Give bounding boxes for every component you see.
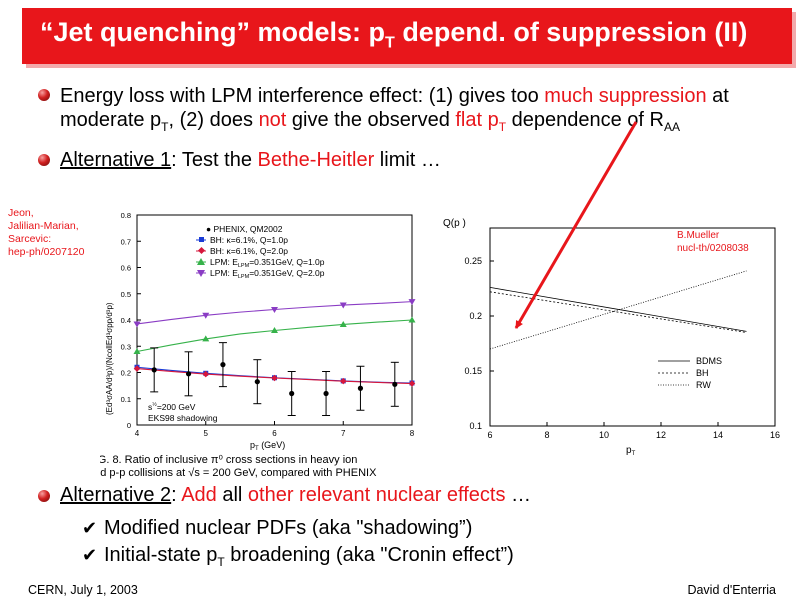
right-chart-legend: BDMS BH RW xyxy=(658,356,722,390)
slide-title: “Jet quenching” models: pT depend. of su… xyxy=(40,17,748,52)
phenix-point xyxy=(185,371,192,377)
right-chart-ylabel: Q(p ) xyxy=(443,218,466,229)
bh2-marker xyxy=(202,370,210,378)
checkmark-icon: ✔ xyxy=(82,545,98,565)
lpm2-marker xyxy=(202,312,210,319)
legend-lpm1: LPM: ELPM=0.351GeV, Q=1.0p xyxy=(210,257,325,269)
phenix-point xyxy=(220,362,226,368)
lpm1-marker xyxy=(133,348,141,354)
legend-bdms: BDMS xyxy=(696,356,722,366)
sub-bullet-1: Modified nuclear PDFs (aka "shadowing”) xyxy=(104,517,473,539)
y-tick-label: 0.2 xyxy=(469,311,482,321)
series-line-bdms xyxy=(489,287,747,332)
left-chart-ylabel: (Ed³σAA/d³p)/(NcollEd³σpp/d³p) xyxy=(105,302,114,415)
checkmark-icon: ✔ xyxy=(82,518,98,538)
phenix-point xyxy=(392,381,398,387)
left-chart-note-shadowing: EKS98 shadowing xyxy=(148,413,218,423)
right-chart-frame xyxy=(489,227,776,427)
bullet2-text: Alternative 1: Test the Bethe-Heitler li… xyxy=(60,149,441,171)
y-tick-label: 0 xyxy=(127,421,131,430)
left-chart-caption-1: FIG. 8. Ratio of inclusive π⁰ cross sect… xyxy=(100,454,357,466)
phenix-point xyxy=(151,367,157,373)
x-tick-label: 10 xyxy=(599,430,609,440)
right-chart-xlabel: pT xyxy=(626,445,636,457)
lpm1-marker xyxy=(202,335,210,342)
lpm2-marker xyxy=(271,307,278,313)
bullet-icon xyxy=(38,89,50,101)
x-tick-label: 16 xyxy=(770,430,780,440)
bullet1-line1: Energy loss with LPM interference effect… xyxy=(60,85,729,107)
x-tick-label: 8 xyxy=(410,429,415,438)
bullet3-text: Alternative 2: Add all other relevant nu… xyxy=(60,484,532,506)
phenix-point xyxy=(254,379,260,385)
phenix-point xyxy=(357,385,364,391)
y-tick-label: 0.1 xyxy=(121,395,131,404)
title-bar xyxy=(22,8,792,64)
x-tick-label: 14 xyxy=(713,430,723,440)
lpm2-marker xyxy=(339,302,347,309)
right-chart: Q(p ) 0.1 0.15 0.2 0.25 6 8 10 12 14 16 pT B.Mue… xyxy=(443,218,780,457)
left-chart: 0 0.1 0.2 0.3 0.4 0.5 0.6 0.7 0.8 4 5 6 7 8 pT (GeV)… xyxy=(100,211,416,479)
left-chart-legend: ● PHENIX, QM2002 BH: κ=6.1%, Q=1.0p BH: … xyxy=(196,224,325,280)
legend-bh1: BH: κ=6.1%, Q=1.0p xyxy=(210,235,288,245)
footer-left: CERN, July 1, 2003 xyxy=(28,583,138,597)
left-chart-note-energy: s½=200 GeV xyxy=(148,401,196,412)
phenix-point xyxy=(323,390,329,397)
right-ref-id: nucl-th/0208038 xyxy=(677,243,749,254)
bullet1-line2: moderate pT, (2) does not give the obser… xyxy=(60,109,680,134)
lpm2-marker xyxy=(408,299,416,306)
left-chart-caption-2: and p-p collisions at √s = 200 GeV, comp… xyxy=(100,467,377,479)
bh2-marker xyxy=(133,365,141,372)
footer-right: David d'Enterria xyxy=(687,583,776,597)
x-tick-label: 6 xyxy=(272,429,277,438)
bh2-marker xyxy=(339,377,347,385)
bullet-icon xyxy=(38,154,50,166)
x-tick-label: 8 xyxy=(544,430,549,440)
x-tick-label: 7 xyxy=(341,429,346,438)
arrow-line xyxy=(514,121,638,329)
y-tick-label: 0.2 xyxy=(121,369,131,378)
x-tick-label: 6 xyxy=(487,430,492,440)
bullet-icon xyxy=(38,490,50,502)
legend-rw: RW xyxy=(696,380,711,390)
legend-phenix: ● PHENIX, QM2002 xyxy=(206,224,283,234)
legend-bh: BH xyxy=(696,368,709,378)
y-tick-label: 0.25 xyxy=(464,256,482,266)
x-tick-label: 12 xyxy=(656,430,666,440)
y-tick-label: 0.8 xyxy=(121,211,131,220)
y-tick-label: 0.3 xyxy=(121,342,131,351)
lpm1-marker xyxy=(271,327,278,333)
bh2-marker xyxy=(271,374,278,382)
y-tick-label: 0.7 xyxy=(121,237,131,246)
left-reference: Jeon, Jalilian-Marian, Sarcevic: hep-ph/020… xyxy=(8,207,85,258)
lpm2-marker xyxy=(133,321,141,328)
legend-bh2: BH: κ=6.1%, Q=2.0p xyxy=(210,246,288,256)
phenix-point xyxy=(289,390,295,397)
x-tick-label: 4 xyxy=(135,429,140,438)
y-tick-label: 0.4 xyxy=(121,316,131,325)
y-tick-label: 0.6 xyxy=(121,264,131,273)
sub-bullet-2: Initial-state pT broadening (aka "Cronin… xyxy=(104,544,514,569)
x-tick-label: 5 xyxy=(204,429,209,438)
right-ref-author: B.Mueller xyxy=(677,230,720,241)
left-chart-xlabel: pT (GeV) xyxy=(250,440,285,452)
lpm1-marker xyxy=(408,316,416,323)
y-tick-label: 0.15 xyxy=(464,366,482,376)
legend-lpm2: LPM: ELPM=0.351GeV, Q=2.0p xyxy=(210,268,325,280)
y-tick-label: 0.1 xyxy=(469,421,482,431)
y-tick-label: 0.5 xyxy=(121,290,131,299)
series-line-rw xyxy=(489,270,747,350)
lpm1-marker xyxy=(339,320,347,327)
series-line-bh xyxy=(489,291,747,333)
